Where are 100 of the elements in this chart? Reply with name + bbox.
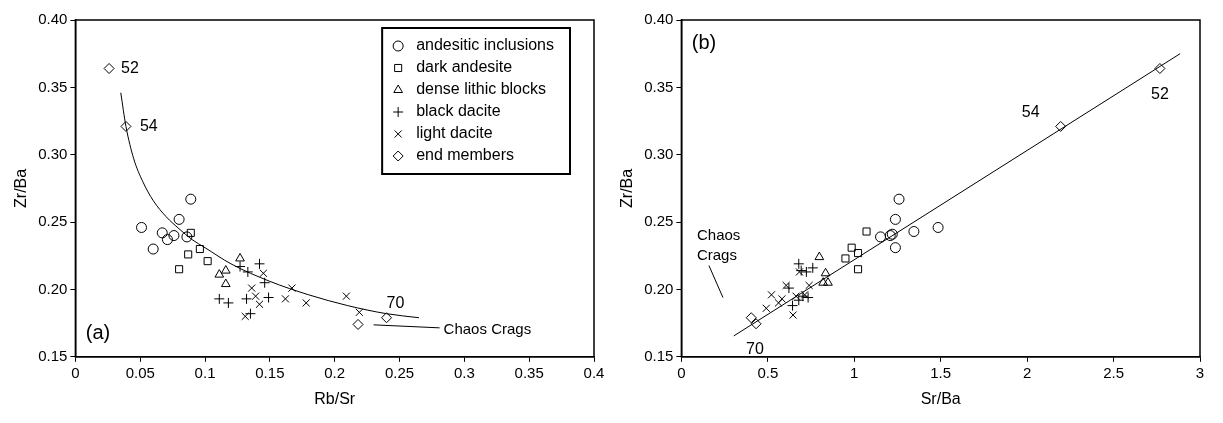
point: [787, 300, 799, 312]
point: [195, 244, 204, 254]
x-tick-label: 0.35: [514, 363, 544, 381]
y-axis-title: Zr/Ba: [12, 168, 30, 208]
y-tick-label: 0.40: [38, 10, 68, 28]
point: [203, 257, 212, 266]
annotation: 54: [1021, 102, 1040, 120]
legend-label: dark andesite: [416, 58, 513, 76]
y-tick-label: 0.15: [644, 346, 674, 364]
point: [147, 243, 159, 255]
point: [1055, 120, 1067, 132]
x-tick-label: 0.1: [194, 363, 216, 381]
y-tick-label: 0.25: [38, 212, 68, 230]
point: [893, 193, 905, 205]
point: [793, 294, 805, 306]
point: [807, 262, 819, 274]
annotation: 54: [139, 116, 158, 134]
point: [136, 221, 148, 233]
x-tick-label: 0.05: [125, 363, 155, 381]
y-tick-label: 0.30: [644, 144, 674, 162]
x-tick-label: 0.15: [255, 363, 285, 381]
point: [175, 265, 184, 274]
point: [908, 226, 920, 238]
point: [184, 250, 193, 259]
annotation: 70: [746, 340, 764, 358]
point: [818, 277, 828, 286]
point: [854, 249, 863, 258]
x-tick-label: 2: [1022, 363, 1032, 381]
annotation: 52: [1151, 84, 1169, 102]
x-tick-label: 0.2: [324, 363, 346, 381]
point: [820, 267, 831, 277]
x-tick-label: 0.25: [384, 363, 415, 381]
y-tick-label: 0.40: [644, 10, 674, 28]
point: [214, 269, 225, 278]
point: [222, 297, 234, 309]
point: [186, 228, 195, 237]
point: [181, 231, 193, 243]
legend-label: dense lithic blocks: [416, 80, 546, 98]
y-axis-title: Zr/Ba: [618, 168, 636, 208]
point: [103, 63, 115, 74]
legend-label: end members: [416, 146, 514, 164]
point: [875, 231, 887, 243]
point: [889, 213, 901, 225]
point: [823, 277, 833, 286]
legend-label: black dacite: [416, 102, 501, 120]
annotation: 70: [386, 294, 405, 312]
point: [381, 312, 393, 324]
point: [862, 227, 871, 236]
annotation: (b): [691, 31, 717, 54]
point: [161, 234, 173, 246]
x-tick-label: 2.5: [1103, 363, 1124, 381]
point: [841, 254, 850, 263]
point: [854, 265, 863, 274]
point: [802, 292, 814, 304]
point: [220, 278, 231, 288]
x-tick-label: 0.5: [757, 363, 779, 381]
point: [889, 242, 901, 254]
legend-label: light dacite: [416, 124, 493, 142]
point: [220, 265, 231, 274]
y-tick-label: 0.15: [38, 346, 68, 364]
x-axis-title: Rb/Sr: [314, 389, 356, 407]
point: [800, 266, 812, 278]
x-tick-label: 0: [677, 363, 686, 381]
point: [168, 230, 180, 242]
annotation: Chaos Crags: [696, 225, 741, 263]
legend-label: andesitic inclusions: [416, 36, 555, 54]
y-tick-label: 0.20: [644, 279, 674, 297]
annotation: Chaos Crags: [443, 320, 532, 337]
point: [156, 227, 168, 239]
point: [1154, 63, 1166, 74]
point: [244, 308, 256, 320]
point: [263, 292, 275, 304]
point: [213, 293, 225, 305]
x-axis-title: Sr/Ba: [920, 389, 961, 407]
point: [932, 221, 944, 233]
point: [352, 318, 364, 330]
point: [745, 312, 757, 324]
x-tick-label: 0: [71, 363, 80, 381]
point: [847, 243, 856, 252]
y-tick-label: 0.25: [644, 212, 674, 230]
x-tick-label: 1.5: [930, 363, 952, 381]
point: [750, 318, 762, 330]
x-tick-label: 1: [850, 363, 859, 381]
y-tick-label: 0.35: [644, 77, 674, 95]
annotation: 52: [121, 58, 139, 76]
annotation: (a): [85, 320, 111, 343]
y-tick-label: 0.30: [38, 144, 68, 162]
point: [241, 293, 253, 305]
point: [120, 120, 132, 132]
y-tick-label: 0.20: [38, 279, 68, 297]
point: [783, 282, 795, 294]
point: [173, 213, 185, 225]
point: [814, 251, 825, 261]
y-tick-label: 0.35: [38, 77, 68, 95]
point: [235, 252, 245, 262]
x-tick-label: 3: [1195, 363, 1205, 381]
point: [259, 277, 271, 289]
point: [185, 193, 197, 205]
x-tick-label: 0.4: [583, 363, 605, 381]
x-tick-label: 0.3: [453, 363, 475, 381]
